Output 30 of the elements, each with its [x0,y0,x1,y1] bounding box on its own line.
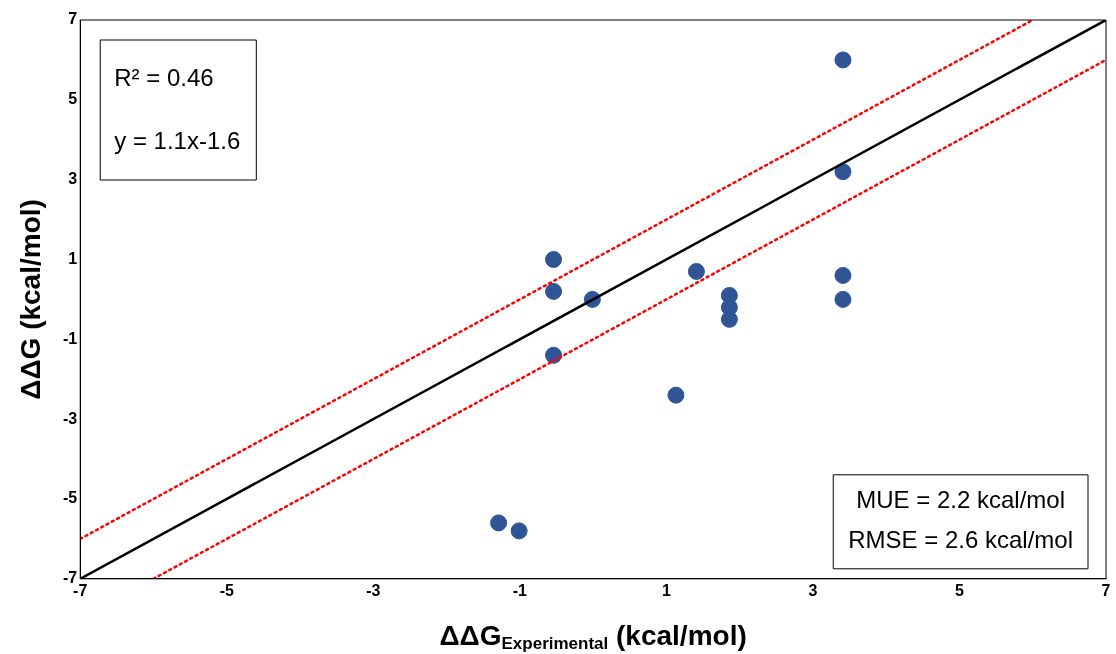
y-tick-label: 7 [68,10,78,28]
y-tick-label: 3 [68,170,78,188]
point [834,163,852,181]
annotation: R² = 0.46 [114,63,214,91]
point [545,250,563,268]
point [545,282,563,300]
annotation: RMSE = 2.6 kcal/mol [848,526,1073,554]
x-tick-label: -1 [512,581,528,599]
x-tick-label: 7 [1101,581,1111,599]
point [490,514,508,532]
x-tick-label: -3 [366,581,381,599]
point [667,386,685,404]
y-tick-label: -1 [62,329,78,347]
point [834,266,852,284]
x-tick-label: -5 [219,581,234,599]
y-tick-label: 5 [68,90,78,108]
x-tick-label: 3 [808,581,818,599]
annotation: y = 1.1x-1.6 [114,126,241,154]
point [834,290,852,308]
x-tick-label: 5 [955,581,965,599]
x-tick-label: 1 [661,581,671,599]
y-tick-label: -3 [62,409,78,427]
point [687,262,705,280]
point [834,51,852,69]
y-tick-label: 1 [68,249,78,267]
y-tick-label: -7 [62,569,78,587]
y-tick-label: -5 [62,489,78,507]
annotation: MUE = 2.2 kcal/mol [856,486,1065,514]
point [510,522,528,540]
y-axis-title: ΔΔG (kcal/mol) [15,199,46,400]
